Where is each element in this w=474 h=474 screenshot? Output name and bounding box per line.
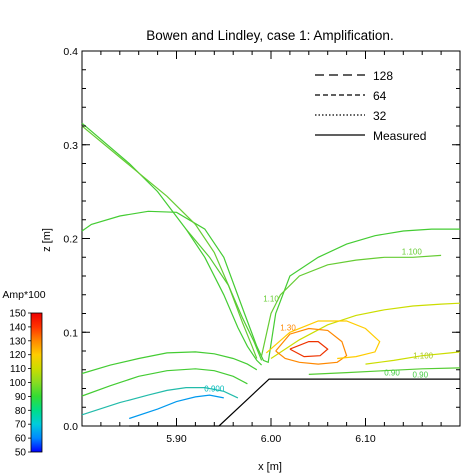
- contour-line-13: [289, 341, 329, 358]
- colorbar-tick-label: 90: [15, 392, 27, 403]
- contour-line-3: [185, 228, 263, 361]
- colorbar-title: Amp*100: [2, 289, 45, 301]
- y-tick-label: 0.0: [63, 421, 78, 433]
- colorbar-tick-label: 130: [9, 336, 26, 347]
- legend-label: 32: [373, 109, 387, 123]
- x-tick-label: 6.10: [355, 433, 376, 445]
- x-tick-label: 5.90: [166, 433, 187, 445]
- contour-line-9: [270, 302, 461, 360]
- contour-line-5: [81, 351, 258, 375]
- y-tick-label: 0.3: [63, 140, 78, 152]
- contour-label-2: 1.30: [280, 323, 296, 332]
- y-tick-label: 0.4: [63, 46, 78, 58]
- legend: 128 64 32 Measured: [315, 69, 426, 143]
- contour-label-1: 1.10: [263, 294, 279, 303]
- legend-label: Measured: [373, 129, 426, 143]
- colorbar-tick-label: 60: [15, 434, 27, 445]
- contour-labels: 1.100 1.10 1.30 1.100 0.90 0.90 0.900: [204, 247, 433, 393]
- measured-topography-line: [129, 378, 460, 427]
- contour-line-4: [261, 254, 442, 356]
- chart-title: Bowen and Lindley, case 1: Amplification…: [146, 28, 393, 43]
- contour-line-11: [308, 367, 461, 375]
- colorbar-tick-label: 140: [9, 322, 26, 333]
- contour-label-3: 1.100: [413, 352, 434, 361]
- contour-label-4: 0.90: [384, 368, 400, 377]
- colorbar-tick-label: 120: [9, 350, 26, 361]
- contour-line-14: [265, 320, 381, 360]
- colorbar-tick-label: 80: [15, 406, 27, 417]
- contour-line-6: [81, 368, 248, 397]
- contour-lines: [81, 122, 461, 427]
- contour-line-10: [365, 351, 461, 365]
- y-tick-label: 0.2: [63, 234, 78, 246]
- colorbar-tick-label: 150: [9, 309, 26, 320]
- contour-line-1: [81, 122, 263, 366]
- colorbar: 150 140 130 120 110 100 90 80 70 60 50: [9, 309, 43, 459]
- contour-line-12: [275, 327, 348, 365]
- axes-ticks: 5.90 6.00 6.10 0.0 0.1 0.2 0.3 0.4: [63, 46, 461, 445]
- legend-label: 64: [373, 89, 387, 103]
- x-axis-label: x [m]: [258, 461, 282, 473]
- contour-label-6: 0.900: [204, 384, 225, 393]
- contour-label-5: 0.90: [413, 370, 429, 379]
- colorbar-bar: [30, 312, 43, 453]
- colorbar-tick-label: 50: [15, 448, 27, 459]
- y-tick-label: 0.1: [63, 327, 78, 339]
- colorbar-tick-label: 110: [10, 364, 26, 375]
- legend-label: 128: [373, 69, 393, 83]
- colorbar-tick-label: 70: [15, 420, 27, 431]
- y-axis-label: z [m]: [41, 228, 53, 252]
- colorbar-tick-label: 100: [9, 378, 26, 389]
- contour-line-2: [81, 125, 258, 359]
- contour-line-7: [81, 387, 239, 416]
- x-tick-label: 6.00: [261, 433, 282, 445]
- contour-label-0: 1.100: [402, 247, 423, 256]
- contour-line-8: [129, 394, 224, 420]
- contour-line-0: [81, 210, 460, 364]
